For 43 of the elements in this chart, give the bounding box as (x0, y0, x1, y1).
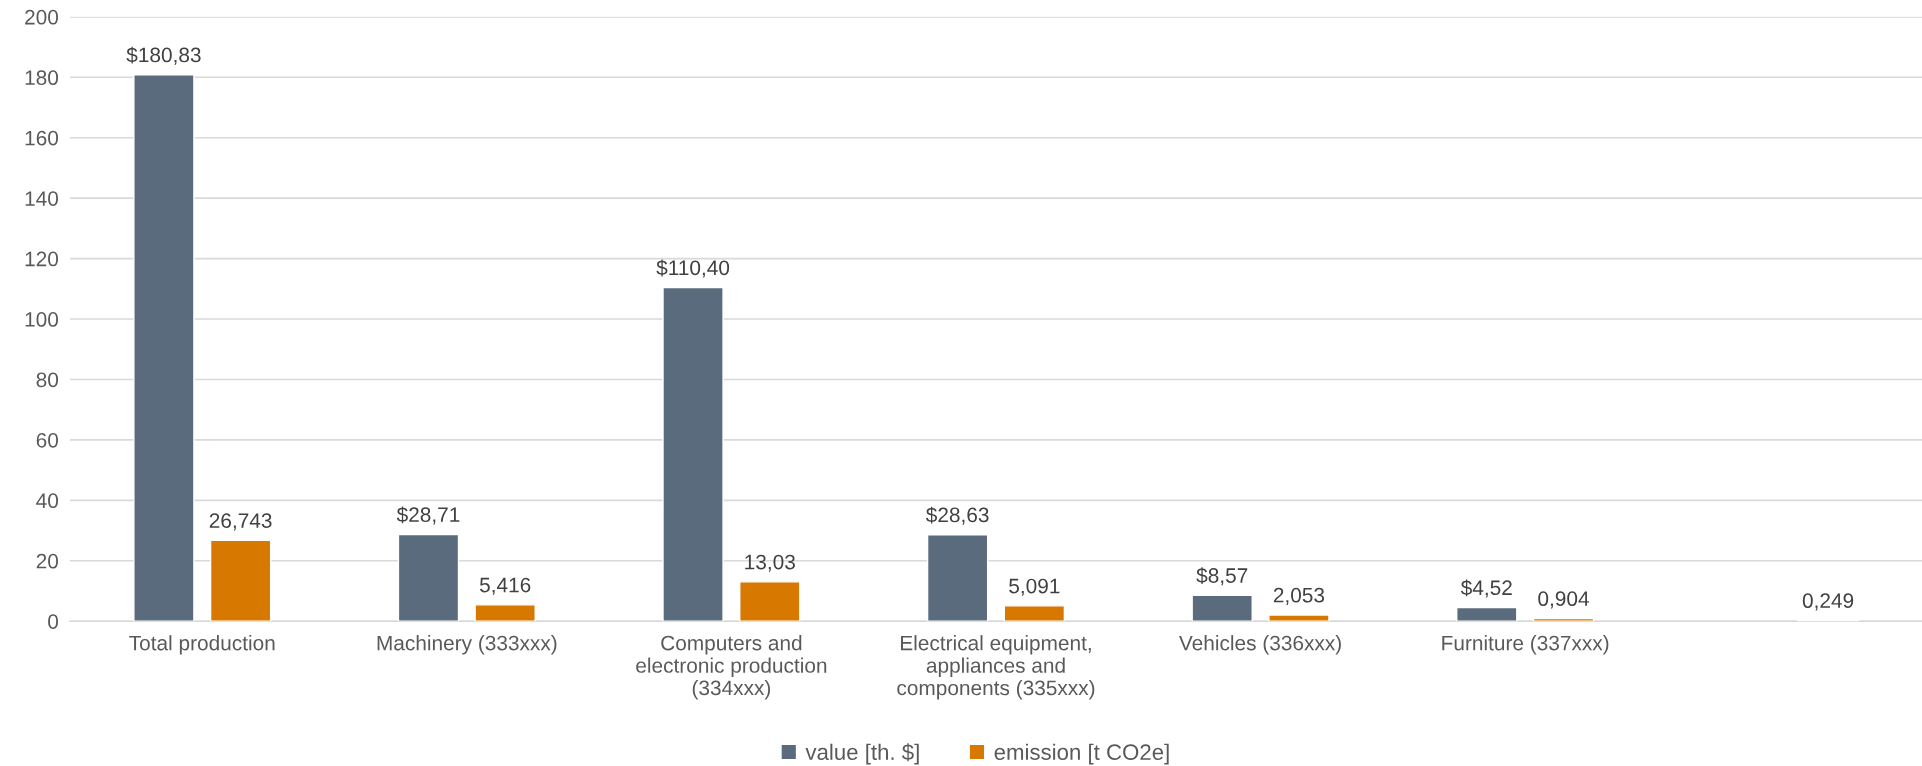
x-tick-label: Machinery (333xxx) (377, 635, 557, 655)
data-label: $28,63 (925, 506, 989, 525)
data-label: $180,83 (126, 46, 201, 65)
bar (926, 534, 989, 622)
y-tick-label: 80 (36, 372, 59, 388)
x-tick-label: Furniture (337xxx) (1442, 635, 1609, 655)
y-tick-label: 140 (25, 191, 59, 206)
data-label: 13,03 (745, 554, 795, 572)
data-label: $8,57 (1196, 567, 1248, 586)
bar (133, 74, 195, 622)
legend-label: emission [t CO2e] (994, 743, 1169, 765)
data-label: 2,053 (1273, 587, 1325, 606)
x-tick-label: Vehicles (336xxx) (1179, 635, 1341, 655)
bar (739, 581, 801, 622)
legend-label: value [th. $] (805, 743, 919, 765)
data-label: 5,416 (479, 577, 531, 595)
bar (209, 539, 272, 622)
x-tick-label: Computers and electronic production (334xxx) (636, 635, 827, 700)
bar (662, 286, 724, 622)
x-tick-label: Total production (129, 635, 275, 655)
y-tick-label: 100 (25, 312, 59, 327)
y-tick-label: 120 (25, 251, 59, 267)
bar (1191, 594, 1253, 622)
y-tick-label: 60 (36, 432, 59, 448)
data-label: 0,904 (1538, 591, 1589, 609)
y-tick-label: 0 (48, 614, 59, 629)
bar (1456, 606, 1518, 622)
y-tick-label: 160 (25, 130, 59, 146)
data-label: 5,091 (1009, 578, 1060, 596)
bar (474, 604, 536, 622)
bar (1268, 614, 1330, 622)
data-label: $110,40 (656, 259, 730, 278)
data-label: $28,71 (396, 506, 460, 525)
data-label: 26,743 (209, 513, 272, 531)
bar (397, 533, 460, 622)
y-tick-label: 20 (36, 553, 59, 569)
y-tick-label: 200 (25, 9, 59, 25)
bar (1003, 605, 1066, 622)
data-label: 0,249 (1802, 593, 1854, 611)
y-tick-label: 40 (36, 493, 59, 509)
x-tick-label: Electrical equipment, appliances and components (335xxx) (897, 635, 1095, 700)
data-label: $4,52 (1460, 579, 1512, 598)
y-tick-label: 180 (25, 70, 59, 86)
